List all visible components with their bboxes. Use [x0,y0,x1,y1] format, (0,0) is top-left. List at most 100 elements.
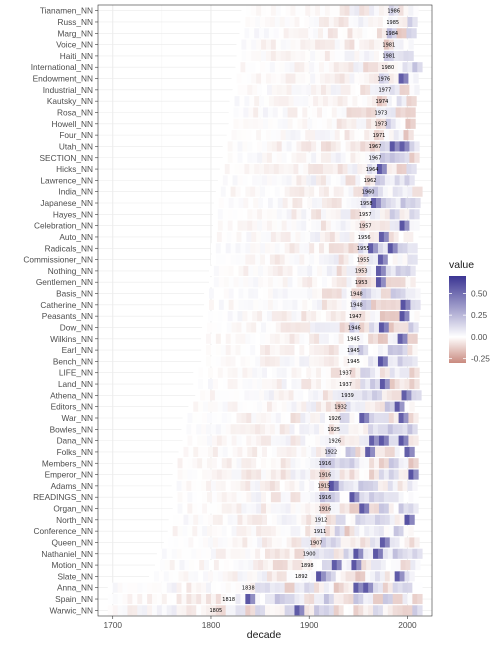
heatmap-cell [320,367,327,378]
heatmap-cell [403,130,409,141]
heatmap-cell [302,277,308,288]
heatmap-cell [137,605,143,616]
heatmap-cell [281,571,288,582]
heatmap-cell [277,265,284,276]
heatmap-cell [287,277,293,288]
heatmap-cell [400,265,406,276]
heatmap-cell [258,288,264,299]
heatmap-cell [249,96,255,107]
heatmap-cell [260,243,266,254]
heatmap-cell [360,141,366,152]
heatmap-cell [206,333,212,344]
heatmap-cell [335,537,342,548]
heatmap-cell [397,333,403,344]
heatmap-cell [172,503,178,514]
heatmap-cell [230,605,236,616]
heatmap-cell [265,412,272,424]
heatmap-cell [267,265,274,276]
heatmap-cell [355,401,361,412]
heatmap-cell [348,480,354,491]
heatmap-cell [290,73,296,84]
heatmap-cell [201,424,207,435]
heatmap-cell [275,458,282,469]
heatmap-cell [239,390,245,401]
heatmap-cell [338,480,344,491]
heatmap-cell [365,209,371,220]
heatmap-cell [416,390,422,401]
heatmap-cell [173,514,179,525]
heatmap-cell [377,186,384,197]
heatmap-cell [142,593,148,605]
heatmap-cell [315,39,321,50]
heatmap-cell [310,492,316,503]
heatmap-cell [251,73,257,84]
heatmap-cell [319,356,325,367]
heatmap-cell [292,118,298,129]
heatmap-cell [383,412,390,424]
heatmap-cell [370,514,376,525]
heatmap-cell [265,424,271,435]
heatmap-cell [241,130,247,141]
heatmap-cell [245,582,251,593]
heatmap-cell [389,84,396,95]
heatmap-cell [324,39,331,50]
heatmap-cell [413,492,419,503]
heatmap-cell [360,175,366,186]
heatmap-cell [274,548,281,559]
heatmap-cell [333,345,340,356]
heatmap-cell [365,401,371,412]
heatmap-cell [177,526,183,537]
heatmap-cell [233,265,239,276]
heatmap-cell [348,243,354,254]
heatmap-cell [400,118,406,129]
heatmap-cell [363,254,369,265]
heatmap-cell [217,378,224,390]
heatmap-cell [241,5,247,16]
heatmap-cell [414,537,420,548]
heatmap-cell [231,412,237,424]
heatmap-cell [334,435,341,446]
heatmap-cell [337,96,344,107]
heatmap-cell [323,333,330,344]
heatmap-cell [261,458,267,469]
heatmap-cell [325,446,332,457]
heatmap-cell [311,84,317,95]
heatmap-cell [355,84,361,95]
heatmap-cell [304,333,310,344]
heatmap-cell [335,367,342,378]
heatmap-cell [306,84,312,95]
heatmap-cell [350,571,356,582]
heatmap-cell [315,73,321,84]
heatmap-cell [293,164,299,175]
heatmap-cell [250,356,256,367]
heatmap-cell [232,311,238,322]
heatmap-cell [417,186,423,197]
heatmap-cell [242,209,248,220]
heatmap-cell [181,548,187,559]
heatmap-cell [348,582,354,593]
heatmap-cell [208,446,214,457]
heatmap-cell [390,265,397,276]
heatmap-cell [396,96,402,107]
heatmap-cell [312,118,318,129]
heatmap-cell [284,254,290,265]
heatmap-cell [352,390,358,401]
heatmap-cell [331,560,338,571]
heatmap-cell [390,277,397,288]
y-tick-label: Kautsky_NN [47,96,93,106]
heatmap-cell [315,322,321,333]
heatmap-cell [325,84,332,95]
heatmap-cell [372,96,378,107]
heatmap-cell [307,107,313,118]
heatmap-cell [233,107,239,118]
heatmap-cell [354,492,360,503]
heatmap-cell [378,526,385,537]
heatmap-cell [383,503,390,514]
heatmap-cell [311,367,317,378]
heatmap-cell [270,435,277,446]
heatmap-cell [299,186,305,197]
heatmap-cell [302,118,308,129]
heatmap-cell [350,141,356,152]
heatmap-cell [320,537,327,548]
heatmap-cell [343,593,349,605]
